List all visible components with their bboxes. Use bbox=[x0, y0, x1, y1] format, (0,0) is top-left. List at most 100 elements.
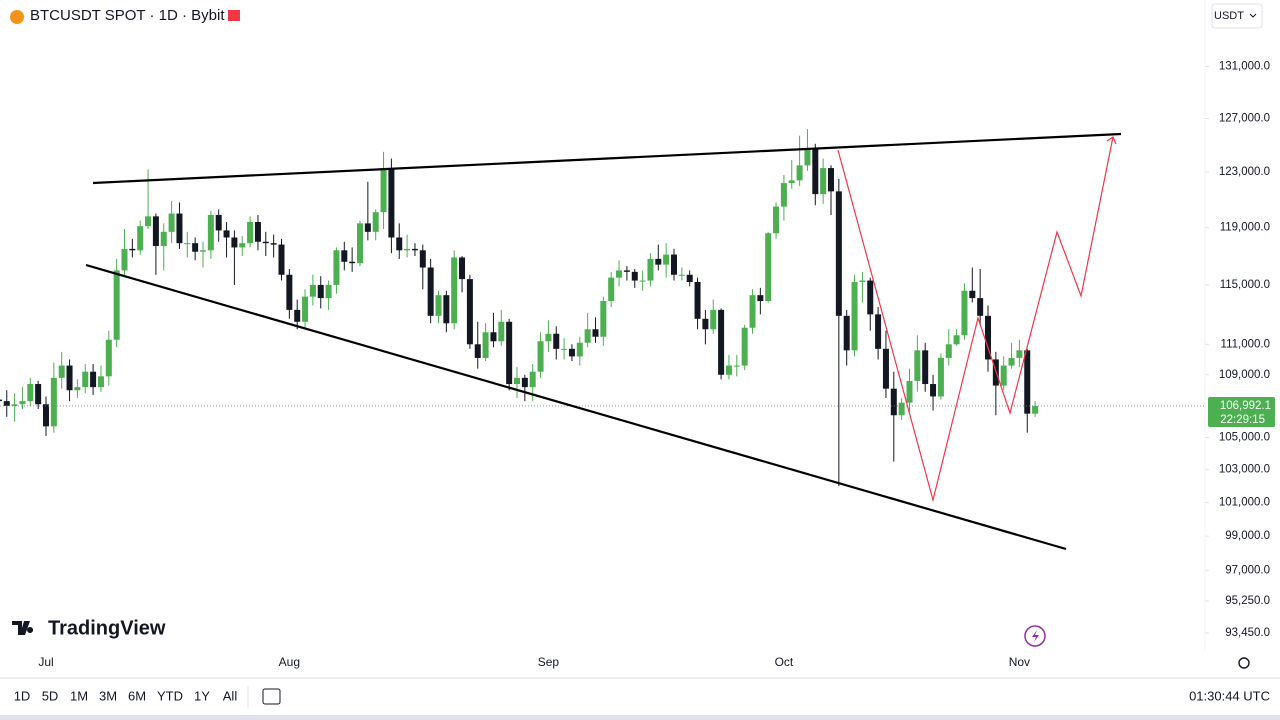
candle-body bbox=[325, 284, 332, 299]
candle-body bbox=[741, 327, 748, 366]
candle-body bbox=[411, 248, 418, 251]
candle-body bbox=[294, 309, 301, 322]
candle-body bbox=[254, 221, 261, 242]
candle-body bbox=[553, 333, 560, 349]
projection-path bbox=[837, 136, 1114, 503]
candle-body bbox=[882, 348, 889, 389]
calendar-icon[interactable] bbox=[262, 688, 281, 705]
candle-body bbox=[184, 243, 191, 245]
candle-body bbox=[1024, 350, 1031, 414]
candle-body bbox=[867, 280, 874, 315]
candle-body bbox=[1008, 357, 1015, 366]
candle-body bbox=[27, 384, 34, 402]
candle-body bbox=[671, 254, 677, 275]
candle-body bbox=[474, 344, 481, 358]
candle-body bbox=[396, 237, 403, 251]
timeframe-button[interactable]: 1Y bbox=[194, 688, 210, 703]
candle-body bbox=[937, 357, 944, 397]
candle-body bbox=[58, 365, 65, 378]
y-tick-label: 127,000.0 bbox=[1219, 113, 1270, 125]
candle-body bbox=[608, 277, 615, 302]
candle-body bbox=[1016, 350, 1023, 358]
candle-body bbox=[514, 377, 520, 385]
candle-body bbox=[419, 250, 426, 268]
candle-body bbox=[309, 284, 316, 297]
candle-body bbox=[584, 329, 591, 343]
timeframe-button[interactable]: All bbox=[223, 688, 238, 703]
timeframe-button[interactable]: 1D bbox=[14, 688, 31, 703]
timeframe-button[interactable]: 6M bbox=[128, 688, 146, 703]
candle-body bbox=[239, 243, 246, 248]
timeframe-button[interactable]: 5D bbox=[42, 688, 59, 703]
candle-body bbox=[663, 254, 670, 265]
x-tick-label: Sep bbox=[538, 655, 560, 669]
candle-body bbox=[977, 298, 984, 316]
candle-body bbox=[435, 295, 442, 316]
candle-body bbox=[765, 233, 772, 302]
timeframe-button[interactable]: 3M bbox=[99, 688, 117, 703]
candle-body bbox=[875, 314, 882, 349]
y-tick-label: 93,450.0 bbox=[1225, 627, 1270, 639]
currency-label[interactable]: USDT bbox=[1214, 10, 1244, 22]
candle-body bbox=[898, 402, 905, 416]
candle-body bbox=[506, 321, 513, 385]
candle-body bbox=[890, 388, 897, 416]
candle-body bbox=[529, 371, 536, 388]
x-tick-label: Nov bbox=[1009, 655, 1030, 669]
candle-body bbox=[498, 321, 505, 342]
candle-body bbox=[906, 380, 913, 403]
candle-body bbox=[1032, 405, 1039, 414]
candle-body bbox=[600, 301, 607, 337]
candle-body bbox=[914, 350, 921, 381]
candle-body bbox=[231, 237, 238, 248]
candle-body bbox=[545, 333, 552, 342]
candle-body bbox=[286, 274, 293, 310]
candle-body bbox=[19, 401, 26, 405]
candle-body bbox=[969, 290, 976, 299]
candle-body bbox=[623, 270, 630, 272]
candle-body bbox=[678, 274, 685, 276]
flag[interactable] bbox=[228, 10, 240, 21]
candle-body bbox=[333, 250, 340, 285]
y-tick-label: 99,000.0 bbox=[1225, 530, 1270, 542]
candle-body bbox=[718, 309, 725, 375]
candle-body bbox=[176, 213, 183, 244]
candle-body bbox=[380, 168, 387, 213]
candle-body bbox=[113, 270, 120, 340]
candle-body bbox=[843, 315, 850, 351]
candle-body bbox=[686, 274, 693, 283]
y-tick-label: 123,000.0 bbox=[1219, 166, 1270, 178]
candle-body bbox=[647, 258, 654, 281]
candle-body bbox=[270, 243, 277, 245]
candle-body bbox=[749, 295, 756, 328]
candle-body bbox=[192, 243, 199, 252]
lower-trendline bbox=[85, 263, 1067, 551]
plot-area bbox=[0, 129, 1205, 487]
timeframe-button[interactable]: 1M bbox=[70, 688, 88, 703]
settings-icon[interactable] bbox=[1238, 657, 1250, 669]
alert-icon[interactable] bbox=[1024, 625, 1046, 647]
candle-body bbox=[985, 315, 991, 360]
clock: 01:30:44 UTC bbox=[1189, 688, 1270, 703]
candle-body bbox=[82, 371, 89, 388]
y-tick-label: 105,000.0 bbox=[1219, 431, 1270, 443]
projection-arrow bbox=[1106, 136, 1117, 145]
last-price-tag bbox=[1208, 396, 1275, 427]
candle-body bbox=[592, 329, 599, 337]
candle-body bbox=[200, 250, 206, 252]
candle-body bbox=[945, 344, 952, 358]
currency-button[interactable] bbox=[1211, 3, 1263, 29]
candle-body bbox=[35, 384, 42, 405]
candle-body bbox=[97, 376, 104, 388]
y-tick-label: 115,000.0 bbox=[1220, 279, 1270, 291]
symbol-title[interactable]: BTCUSDT SPOT · 1D · Bybit bbox=[30, 7, 225, 24]
candle-body bbox=[388, 168, 395, 238]
timeframe-button[interactable]: YTD bbox=[157, 688, 183, 703]
y-tick-label: 131,000.0 bbox=[1219, 61, 1270, 73]
candle-body bbox=[3, 401, 10, 406]
candle-body bbox=[820, 168, 827, 195]
candle-body bbox=[105, 339, 112, 377]
candle-body bbox=[466, 279, 473, 345]
